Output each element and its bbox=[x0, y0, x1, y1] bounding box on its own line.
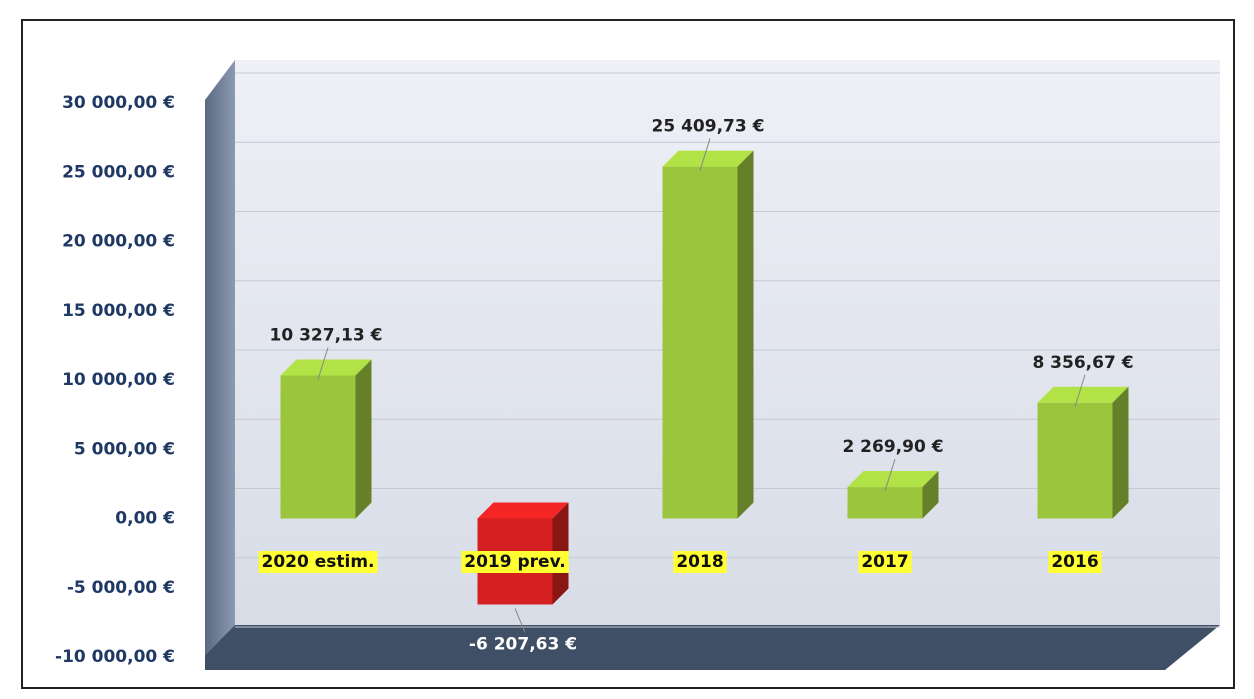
bar-side bbox=[737, 150, 754, 519]
bar-top bbox=[280, 359, 372, 376]
bar bbox=[847, 471, 939, 519]
leader-line bbox=[317, 347, 329, 380]
bar-side bbox=[922, 471, 939, 519]
y-tick-label: 10 000,00 € bbox=[62, 370, 175, 390]
side-wall bbox=[205, 60, 235, 655]
value-label: 8 356,67 € bbox=[1032, 353, 1133, 373]
leader-line bbox=[514, 608, 526, 633]
value-label: 2 269,90 € bbox=[842, 437, 943, 457]
value-label: 25 409,73 € bbox=[652, 117, 765, 137]
x-tick-label: 2020 estim. bbox=[261, 552, 374, 572]
leader-line bbox=[1074, 374, 1086, 407]
bar-top bbox=[662, 150, 754, 167]
x-tick-label: 2019 prev. bbox=[464, 552, 565, 572]
bar-side bbox=[355, 359, 372, 519]
y-tick-label: 0,00 € bbox=[115, 509, 175, 529]
y-tick-label: 30 000,00 € bbox=[62, 93, 175, 113]
bar-top bbox=[847, 471, 939, 488]
y-tick-label: 15 000,00 € bbox=[62, 301, 175, 321]
y-tick-label: 25 000,00 € bbox=[62, 162, 175, 182]
bar-front bbox=[847, 487, 923, 519]
leader-line bbox=[884, 458, 896, 492]
label-highlight bbox=[673, 551, 727, 573]
y-tick-label: 5 000,00 € bbox=[74, 439, 175, 459]
bar-top bbox=[1037, 386, 1129, 403]
y-tick-label: -10 000,00 € bbox=[55, 647, 175, 667]
leader-line bbox=[699, 138, 711, 171]
x-tick-label: 2016 bbox=[1051, 552, 1098, 572]
bar-front bbox=[662, 166, 738, 519]
label-highlight bbox=[1048, 551, 1102, 573]
bar-front bbox=[1037, 402, 1113, 519]
y-tick-label: -5 000,00 € bbox=[67, 578, 175, 598]
label-highlight bbox=[258, 551, 378, 573]
bar bbox=[280, 359, 372, 519]
value-label: -6 207,63 € bbox=[469, 634, 577, 654]
bar-top bbox=[477, 502, 569, 519]
y-tick-label: 20 000,00 € bbox=[62, 232, 175, 252]
label-highlight bbox=[461, 551, 569, 573]
x-tick-label: 2017 bbox=[861, 552, 908, 572]
label-highlight bbox=[858, 551, 912, 573]
floor bbox=[205, 625, 1220, 670]
bar-side bbox=[1112, 386, 1129, 519]
bar-front bbox=[280, 375, 356, 519]
bar bbox=[662, 150, 754, 519]
x-tick-label: 2018 bbox=[676, 552, 723, 572]
value-label: 10 327,13 € bbox=[270, 325, 383, 345]
bar bbox=[1037, 386, 1129, 519]
